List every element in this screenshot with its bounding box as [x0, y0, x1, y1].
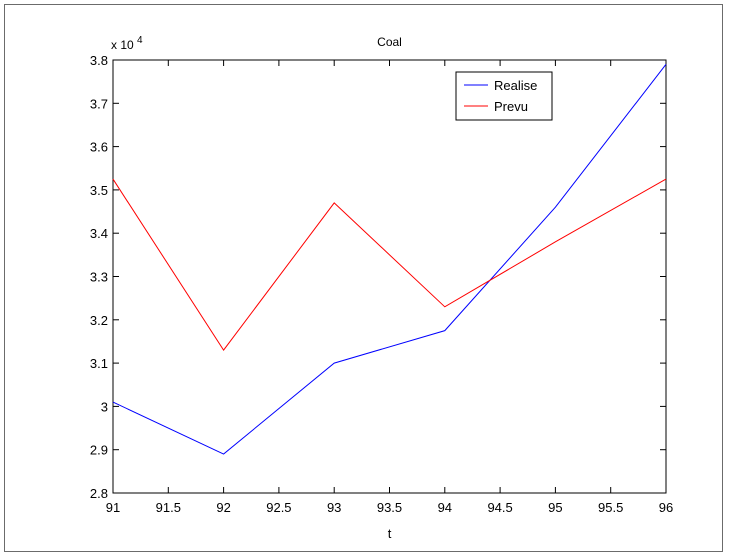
legend-box: [455, 71, 553, 121]
y-tick-label: 3.8: [90, 53, 108, 68]
legend-label-prevu: Prevu: [494, 99, 528, 114]
y-tick-label: 3.7: [90, 96, 108, 111]
y-tick-label: 3.3: [90, 270, 108, 285]
y-tick-label: 3.6: [90, 140, 108, 155]
y-tick-label: 2.8: [90, 486, 108, 501]
y-tick-label: 3: [101, 399, 108, 414]
series-line-realise: [112, 64, 667, 455]
chart-title: Coal: [377, 35, 402, 49]
legend-label-realise: Realise: [494, 78, 537, 93]
y-tick-label: 3.4: [90, 226, 108, 241]
plot-area-box: [112, 59, 667, 494]
x-tick-label: 91.5: [156, 500, 181, 515]
y-tick-label: 3.1: [90, 356, 108, 371]
y-axis-exponent: x 10 4: [111, 35, 143, 52]
x-tick-label: 94: [438, 500, 452, 515]
x-tick-label: 95: [548, 500, 562, 515]
x-tick-label: 92.5: [266, 500, 291, 515]
y-tick-label: 3.5: [90, 183, 108, 198]
x-tick-label: 93.5: [377, 500, 402, 515]
y-tick-label: 2.9: [90, 443, 108, 458]
plot-layer: 91 91.5 92 92.5 93 93.5 94 94.5 95 95.5 96 2.8 2.9 3 3…: [90, 53, 673, 515]
x-tick-label: 92: [216, 500, 230, 515]
x-tick-label: 94.5: [487, 500, 512, 515]
x-axis-label: t: [388, 526, 392, 541]
x-tick-label: 91: [106, 500, 120, 515]
x-tick-label: 93: [327, 500, 341, 515]
y-tick-label: 3.2: [90, 313, 108, 328]
x-tick-label: 96: [659, 500, 673, 515]
series-line-prevu: [112, 178, 667, 351]
x-tick-label: 95.5: [598, 500, 623, 515]
y-exponent-base: x 10: [111, 38, 134, 52]
y-exponent-power: 4: [137, 35, 143, 46]
